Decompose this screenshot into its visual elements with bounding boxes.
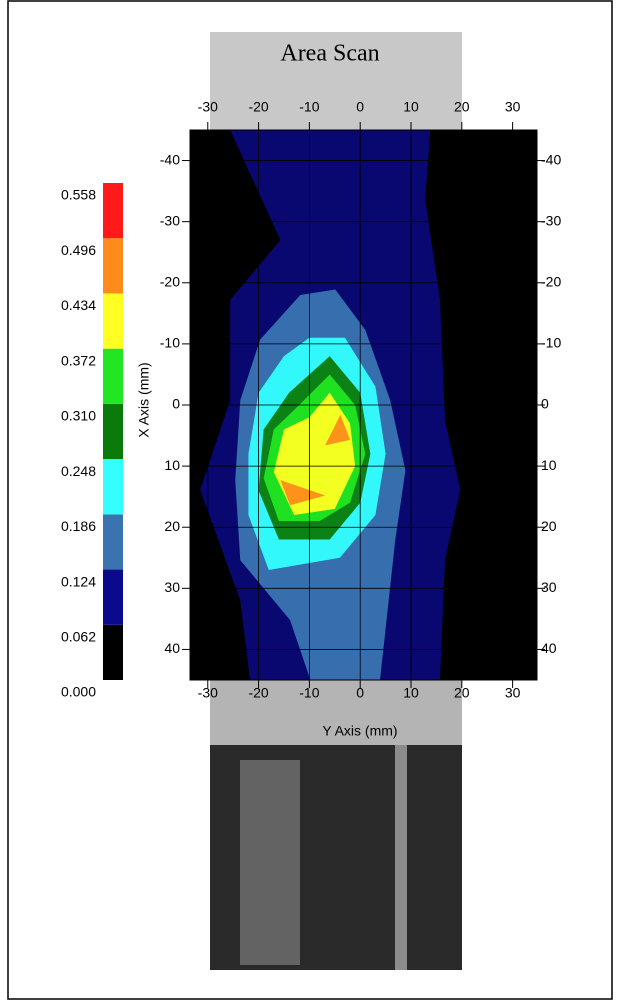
colorbar-label: 0.558: [61, 187, 96, 203]
colorbar-label: 0.000: [61, 684, 96, 700]
colorbar-swatch: [103, 403, 123, 460]
photo-mid: [210, 680, 462, 745]
colorbar: 0.000 0.062 0.124 0.186 0.248 0.310 0.372 0.434…: [61, 183, 123, 700]
y-tick-label: 40: [541, 640, 557, 656]
y-tick-label: -20: [160, 273, 180, 289]
colorbar-swatch: [103, 293, 123, 349]
colorbar-swatch: [103, 459, 123, 515]
colorbar-swatch: [103, 624, 123, 680]
colorbar-label: 0.062: [61, 628, 96, 644]
y-tick-label: 20: [541, 518, 557, 534]
y-tick-label: -40: [541, 151, 561, 167]
x-tick-label: -30: [198, 99, 218, 115]
x-tick-label: 20: [454, 99, 470, 115]
plot-border: [189, 129, 538, 681]
y-tick-label: 40: [164, 640, 180, 656]
colorbar-label: 0.310: [61, 408, 96, 424]
colorbar-swatch: [103, 348, 123, 404]
y-tick-label: 10: [164, 457, 180, 473]
y-tick-label: 30: [164, 579, 180, 595]
x-axis-label: Y Axis (mm): [322, 723, 397, 739]
y-tick-label: -30: [160, 212, 180, 228]
colorbar-label: 0.186: [61, 518, 96, 534]
y-tick-label: -30: [541, 212, 561, 228]
x-tick-label: 10: [403, 99, 419, 115]
colorbar-swatch: [103, 183, 123, 239]
x-tick-label: 10: [403, 685, 419, 701]
x-tick-label: 0: [356, 685, 364, 701]
colorbar-label: 0.124: [61, 573, 96, 589]
photo-top: [210, 32, 462, 132]
colorbar-swatch: [103, 514, 123, 570]
y-tick-label: -10: [160, 335, 180, 351]
y-tick-label: 20: [164, 518, 180, 534]
chart-title: Area Scan: [280, 41, 379, 67]
y-tick-label: -20: [541, 273, 561, 289]
colorbar-label: 0.496: [61, 242, 96, 258]
colorbar-label: 0.434: [61, 297, 96, 313]
x-tick-label: -20: [248, 685, 268, 701]
x-tick-label: -10: [299, 685, 319, 701]
x-tick-label: 30: [505, 99, 521, 115]
colorbar-label: 0.248: [61, 463, 96, 479]
photo-detail: [240, 760, 300, 965]
y-tick-label: -40: [160, 151, 180, 167]
y-tick-label: 10: [541, 457, 557, 473]
y-tick-label: -10: [541, 335, 561, 351]
colorbar-label: 0.372: [61, 352, 96, 368]
x-tick-label: -20: [248, 99, 268, 115]
colorbar-swatch: [103, 238, 123, 294]
y-tick-label: 30: [541, 579, 557, 595]
x-tick-label: -30: [198, 685, 218, 701]
y-axis-label: X Axis (mm): [136, 362, 152, 437]
x-tick-label: 20: [454, 685, 470, 701]
y-tick-label: 0: [541, 396, 549, 412]
contour-region: [280, 480, 326, 506]
x-tick-label: 0: [356, 99, 364, 115]
colorbar-swatch: [103, 569, 123, 625]
y-tick-label: 0: [172, 396, 180, 412]
contour-region: [325, 414, 351, 446]
x-tick-label: -10: [299, 99, 319, 115]
x-tick-label: 30: [505, 685, 521, 701]
photo-detail: [395, 745, 407, 970]
axes: -30 -30 -20 -20 -10 -10 0 0 10 10 20 20 30 30 -40 -40 -3…: [160, 99, 562, 701]
contour-region: [273, 392, 356, 515]
